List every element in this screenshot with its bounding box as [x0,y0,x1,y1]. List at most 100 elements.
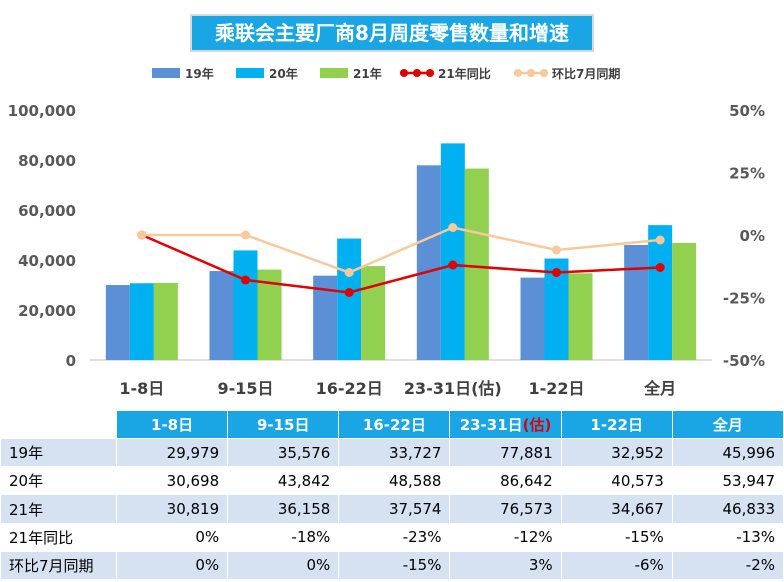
bar-21年 [361,266,386,360]
line-21年同比 [141,233,661,294]
left-axis-tick-label: 80,000 [18,152,76,170]
legend-label: 21年 [353,66,382,81]
table-header-estimate-text: (估) [522,416,552,435]
point-环比7月同期 [448,223,458,232]
legend-label: 21年同比 [438,66,491,81]
table-cell: 32,952 [560,438,673,468]
point-环比7月同期 [655,235,665,245]
right-axis-tick-label: 0% [740,227,765,245]
bar-20年 [648,225,673,360]
table-row-label: 21年 [0,494,117,524]
table-row-label: 21年同比 [0,522,117,552]
bar-21年 [672,242,697,360]
table-cell: 53,947 [671,466,784,496]
x-axis-category-label: 全月 [643,379,676,398]
legend-swatch [236,68,264,78]
right-axis-tick-label: 25% [729,165,765,183]
table-header-cell: 16-22日 [338,409,451,440]
bar-21年 [153,282,178,360]
table-cell: -18% [227,522,340,552]
bar-21年 [568,273,593,360]
legend-marker [514,69,522,77]
left-axis-tick-label: 0 [66,352,76,370]
legend-marker [400,69,408,77]
table-header-cell: 1-8日 [115,409,229,440]
bar-19年 [416,165,441,360]
right-axis-tick-label: -25% [723,290,765,308]
table-cell: -13% [671,522,784,552]
table-row-label: 20年 [0,466,117,496]
table-row-label: 19年 [0,438,117,468]
table-cell: 3% [449,550,562,581]
table-row: 20年 30,698 43,842 48,588 86,642 40,573 5… [0,466,784,496]
bar-19年 [624,245,649,360]
x-axis-category-label: 1-8日 [119,379,164,398]
point-21年同比 [344,288,354,297]
x-axis-category-label: 1-22日 [528,379,584,398]
legend-marker [426,69,434,77]
table-cell: -15% [560,522,673,552]
legend-marker [527,69,535,77]
bar-20年 [440,143,465,360]
table-row: 21年同比 0% -18% -23% -12% -15% -13% [0,522,784,552]
table-cell: -12% [449,522,562,552]
legend-marker [413,69,421,77]
right-axis-tick-label: -50% [723,352,765,370]
table-header-cell: 1-22日 [560,409,673,440]
table-row: 21年 30,819 36,158 37,574 76,573 34,667 4… [0,494,784,524]
bar-19年 [209,271,234,360]
point-21年同比 [552,268,561,277]
bar-19年 [520,277,545,360]
table-cell: 34,667 [560,494,673,524]
x-axis-category-label: 16-22日 [316,379,383,398]
point-21年同比 [241,275,250,285]
table-cell: 0% [227,550,340,581]
table-cell: 46,833 [671,494,784,524]
point-21年同比 [448,260,458,270]
table-row: 19年 29,979 35,576 33,727 77,881 32,952 4… [0,438,784,468]
table-cell: 30,819 [115,494,229,524]
bar-20年 [233,250,258,360]
legend-label: 20年 [269,66,298,81]
table-cell: -6% [560,550,673,581]
table-cell: 77,881 [449,438,562,468]
legend-label: 19年 [185,66,214,81]
table-cell: 37,574 [338,494,451,524]
left-axis-tick-label: 40,000 [18,252,76,270]
x-axis-category-label: 23-31日(估) [404,379,502,398]
table-header-text: 23-31日 [459,416,523,435]
table-cell: -23% [338,522,451,552]
bar-20年 [129,283,154,360]
data-table: 1-8日 9-15日 16-22日 23-31日(估) 1-22日 全月 19年… [0,409,784,581]
point-21年同比 [655,263,665,272]
legend-swatch [320,68,348,78]
table-cell: -15% [338,550,451,581]
table-cell: 35,576 [227,438,340,468]
point-环比7月同期 [137,230,147,240]
legend-marker [540,69,548,77]
table-cell: 0% [115,550,229,581]
table-row: 环比7月同期 0% 0% -15% 3% -6% -2% [0,550,784,581]
table-header-cell: 全月 [671,409,784,440]
left-axis-tick-label: 100,000 [8,102,76,120]
table-cell: 48,588 [338,466,451,496]
chart-title: 乘联会主要厂商8月周度零售数量和增速 [190,14,594,52]
right-axis-tick-label: 50% [729,102,765,120]
legend-label: 环比7月同期 [552,66,620,81]
bar-19年 [105,285,130,360]
bar-20年 [337,238,362,360]
x-axis-category-label: 9-15日 [217,379,273,398]
table-header-row: 1-8日 9-15日 16-22日 23-31日(估) 1-22日 全月 [0,409,784,440]
point-环比7月同期 [241,230,250,240]
line-环比7月同期 [141,226,661,274]
table-cell: 76,573 [449,494,562,524]
table-cell: 36,158 [227,494,340,524]
table-cell: 45,996 [671,438,784,468]
table-cell: 86,642 [449,466,562,496]
table-corner-cell [0,409,117,440]
table-cell: 40,573 [560,466,673,496]
table-cell: 30,698 [115,466,229,496]
table-cell: -2% [671,550,784,581]
table-row-label: 环比7月同期 [0,550,117,581]
left-axis-tick-label: 20,000 [18,302,76,320]
